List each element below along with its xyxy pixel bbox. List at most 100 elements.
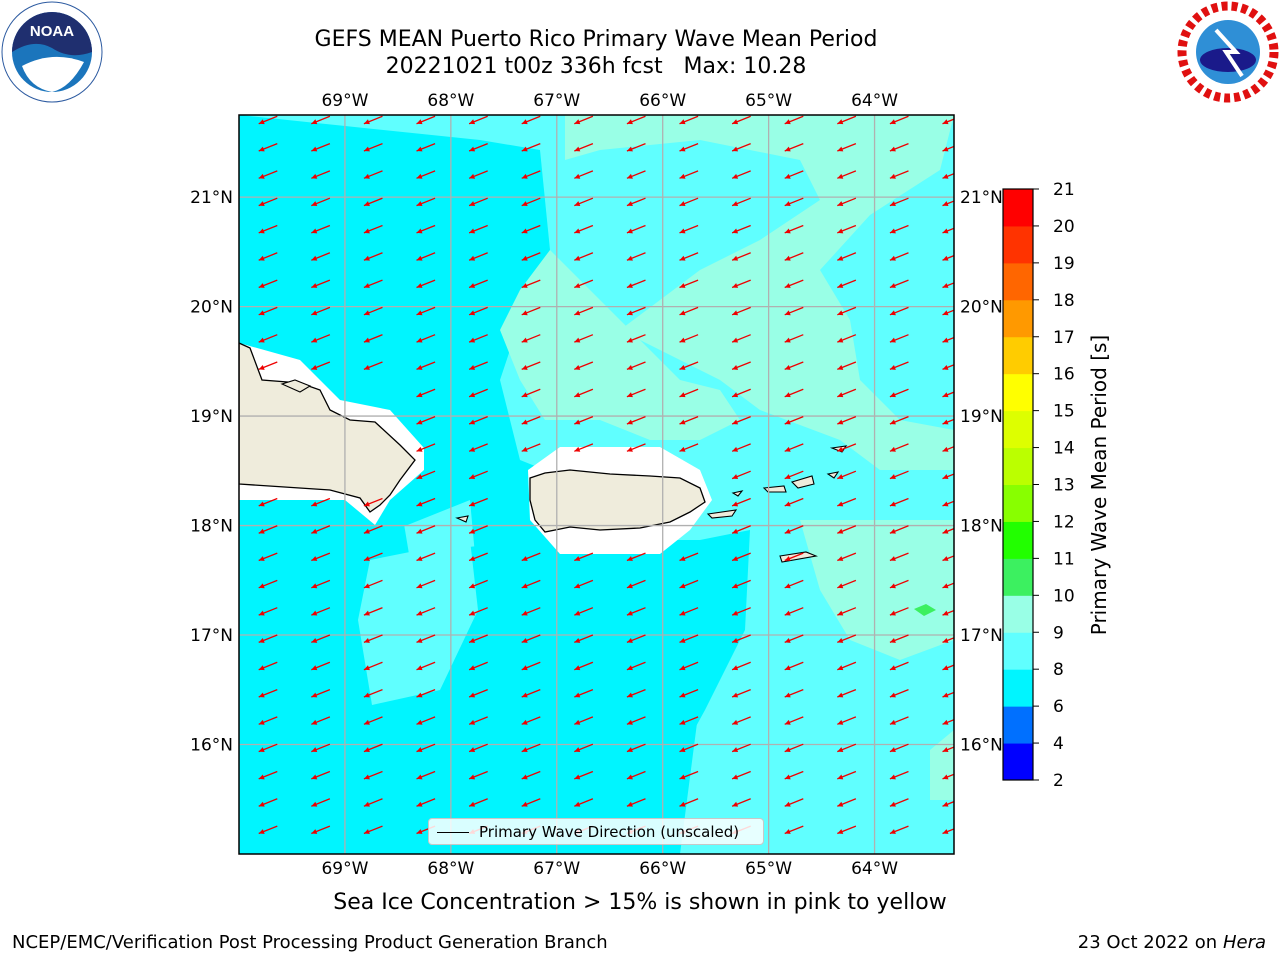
wave-arrow: [626, 798, 646, 807]
wave-arrow: [626, 743, 646, 753]
wave-arrow: [574, 770, 594, 780]
wave-arrow: [416, 361, 436, 371]
wave-arrow: [311, 142, 331, 152]
land-tortola: [790, 475, 815, 489]
period-9-10-region-north: [565, 115, 954, 470]
wave-arrow: [679, 415, 699, 425]
wave-arrow: [416, 224, 436, 234]
wave-arrow: [837, 388, 857, 398]
wave-arrow: [311, 634, 331, 644]
wave-arrow: [468, 142, 488, 152]
wave-arrow: [731, 470, 751, 480]
colorbar-segment: [1003, 189, 1033, 227]
wave-arrow: [679, 607, 699, 616]
wave-arrow: [468, 334, 488, 343]
map-title: GEFS MEAN Puerto Rico Primary Wave Mean …: [314, 27, 878, 52]
wave-arrow: [784, 115, 804, 125]
footer-date-text: 23 Oct 2022 on: [1077, 932, 1223, 953]
wave-arrow: [942, 391, 954, 398]
wave-arrow: [889, 115, 909, 125]
wave-arrow: [468, 770, 488, 780]
map-frame: [238, 114, 955, 855]
wave-arrow: [784, 334, 804, 343]
wave-arrow: [889, 170, 909, 179]
wave-arrow: [784, 279, 804, 289]
wave-arrow: [416, 334, 436, 343]
wave-arrow: [942, 336, 954, 343]
wave-arrow: [679, 688, 699, 698]
wave-arrow: [942, 609, 954, 616]
wave-arrow: [311, 115, 331, 125]
wave-arrow: [574, 334, 594, 343]
wave-arrow: [468, 497, 488, 507]
wave-arrow: [468, 224, 488, 234]
wave-arrow: [626, 115, 646, 125]
wave-arrow: [837, 552, 857, 562]
wave-arrow: [468, 798, 488, 807]
gridlines: [239, 115, 954, 854]
wave-arrow: [468, 252, 488, 261]
wave-arrow: [416, 470, 436, 480]
wave-arrow: [942, 118, 954, 125]
wave-arrow: [626, 443, 646, 452]
wave-arrow: [626, 388, 646, 398]
wave-arrow: [521, 552, 541, 562]
wave-arrow: [626, 361, 646, 371]
map-field: [239, 115, 954, 854]
wave-arrow: [679, 443, 699, 452]
map-subtitle-forecast: 20221021 t00z 336h fcst Max: 10.28: [385, 54, 807, 79]
wave-arrow: [363, 497, 383, 507]
wave-arrow: [311, 770, 331, 780]
wave-arrow: [942, 637, 954, 644]
wave-arrow: [784, 743, 804, 753]
wave-arrow: [889, 607, 909, 616]
wave-arrow: [521, 170, 541, 179]
wave-arrow: [837, 770, 857, 780]
wave-arrow: [363, 525, 383, 534]
wave-arrow: [363, 142, 383, 152]
wave-arrow: [731, 743, 751, 753]
wave-arrow: [258, 634, 278, 644]
wave-arrow: [942, 254, 954, 261]
colorbar-tick-label: 6: [1053, 697, 1064, 717]
wave-arrow: [416, 279, 436, 289]
wave-arrow: [416, 443, 436, 452]
longitude-label-bottom: 65°W: [745, 859, 792, 879]
wave-arrow: [784, 716, 804, 725]
wave-arrow: [416, 743, 436, 753]
wave-arrow: [468, 607, 488, 616]
longitude-label-top: 69°W: [321, 91, 368, 111]
noaa-logo-text: NOAA: [30, 23, 74, 40]
wave-arrow: [942, 309, 954, 316]
wave-arrow: [574, 743, 594, 753]
wave-arrow: [468, 634, 488, 644]
latitude-labels-left: 21°N 20°N 19°N 18°N 17°N 16°N: [190, 188, 233, 755]
wave-arrow: [311, 197, 331, 207]
wave-arrow: [363, 743, 383, 753]
land-vieques: [706, 509, 738, 519]
wave-arrow: [521, 361, 541, 371]
wave-arrow: [889, 415, 909, 425]
wave-arrow: [784, 388, 804, 398]
wave-arrow: [521, 197, 541, 207]
wave-arrow: [837, 197, 857, 207]
colorbar-segment: [1003, 558, 1033, 596]
wave-arrow: [626, 415, 646, 425]
wave-arrow: [363, 552, 383, 562]
wave-arrow: [626, 142, 646, 152]
wave-arrow: [731, 306, 751, 316]
period-9-10-region-se: [930, 730, 954, 800]
colorbar-segment: [1003, 299, 1033, 338]
wave-arrow: [889, 770, 909, 780]
wave-arrow: [574, 252, 594, 261]
wave-arrow: [258, 688, 278, 698]
period-9-10-region-center: [500, 250, 740, 440]
wave-arrow: [889, 743, 909, 753]
wave-arrow: [837, 798, 857, 807]
wave-arrow: [942, 773, 954, 780]
colorbar-segment: [1003, 521, 1033, 559]
nws-logo: [1177, 1, 1279, 103]
wave-arrow: [889, 798, 909, 807]
wave-arrow: [363, 115, 383, 125]
wave-arrow: [889, 497, 909, 507]
